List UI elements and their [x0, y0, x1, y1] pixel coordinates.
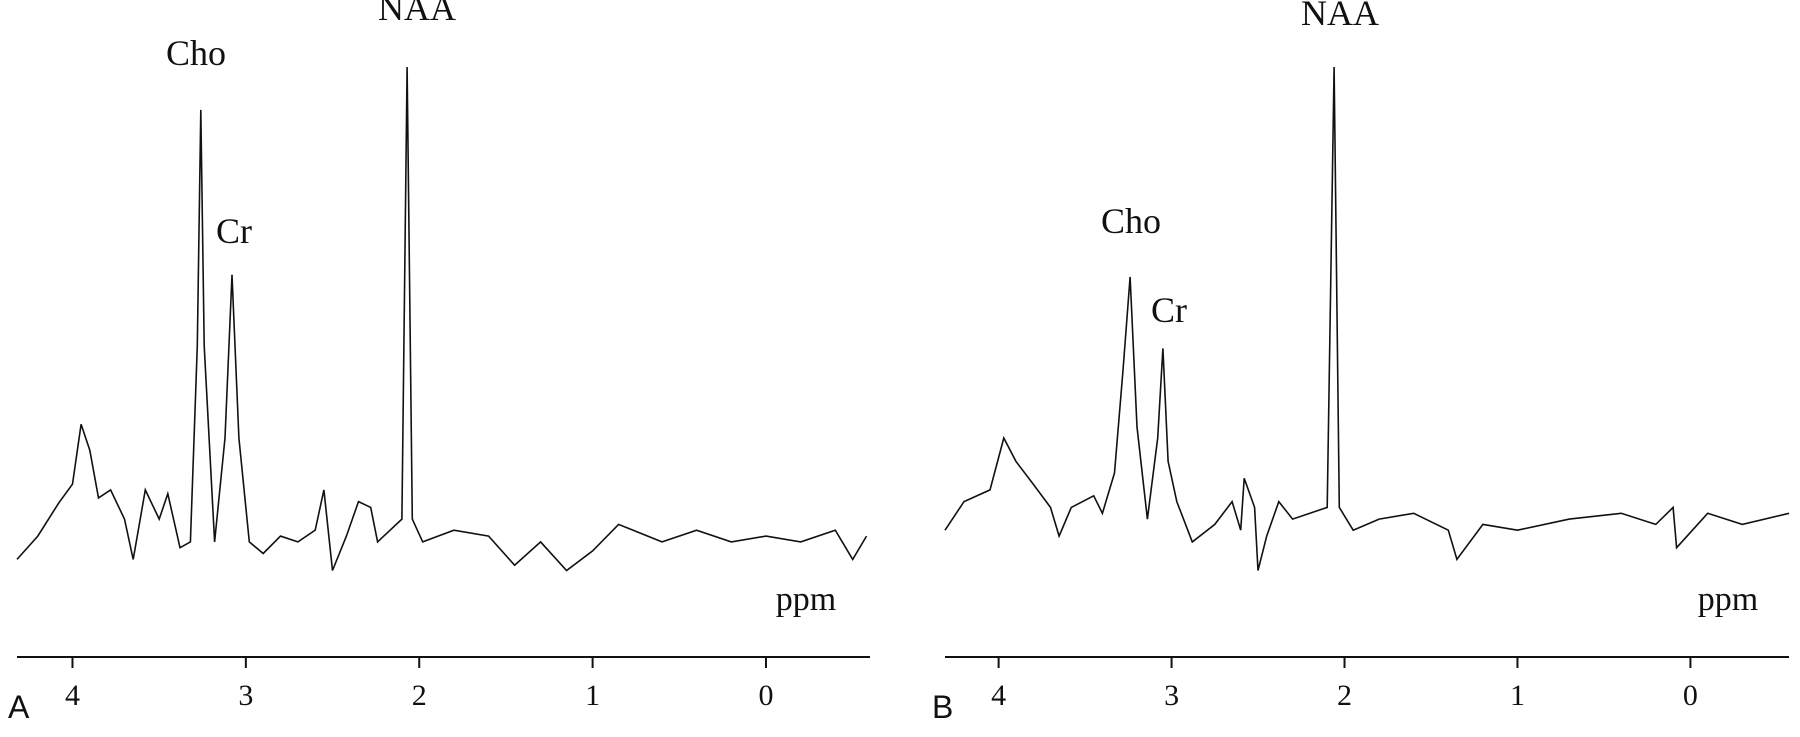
x-axis-label: ppm — [1698, 581, 1758, 618]
x-axis-label: ppm — [776, 581, 836, 618]
peak-label: Cho — [1101, 201, 1161, 241]
peak-label: NAA — [378, 0, 456, 28]
spectrum-line — [16, 66, 868, 572]
x-tick-label: 4 — [65, 679, 80, 712]
peak-label: Cr — [216, 211, 252, 251]
x-tick-label: 2 — [1337, 679, 1352, 712]
x-tick-label: 0 — [758, 679, 773, 712]
spectrum-line — [944, 66, 1790, 571]
x-tick-label: 3 — [238, 679, 253, 712]
x-tick-label: 1 — [585, 679, 600, 712]
x-tick-label: 2 — [412, 679, 427, 712]
x-tick-label: 0 — [1683, 679, 1698, 712]
peak-label: NAA — [1301, 0, 1379, 33]
peak-label: Cr — [1151, 290, 1187, 330]
peak-label: Cho — [166, 33, 226, 73]
x-tick-label: 1 — [1510, 679, 1525, 712]
x-tick-label: 3 — [1164, 679, 1179, 712]
x-tick-label: 4 — [991, 679, 1006, 712]
panel-label: A — [8, 689, 30, 725]
panel-label: B — [932, 689, 953, 725]
